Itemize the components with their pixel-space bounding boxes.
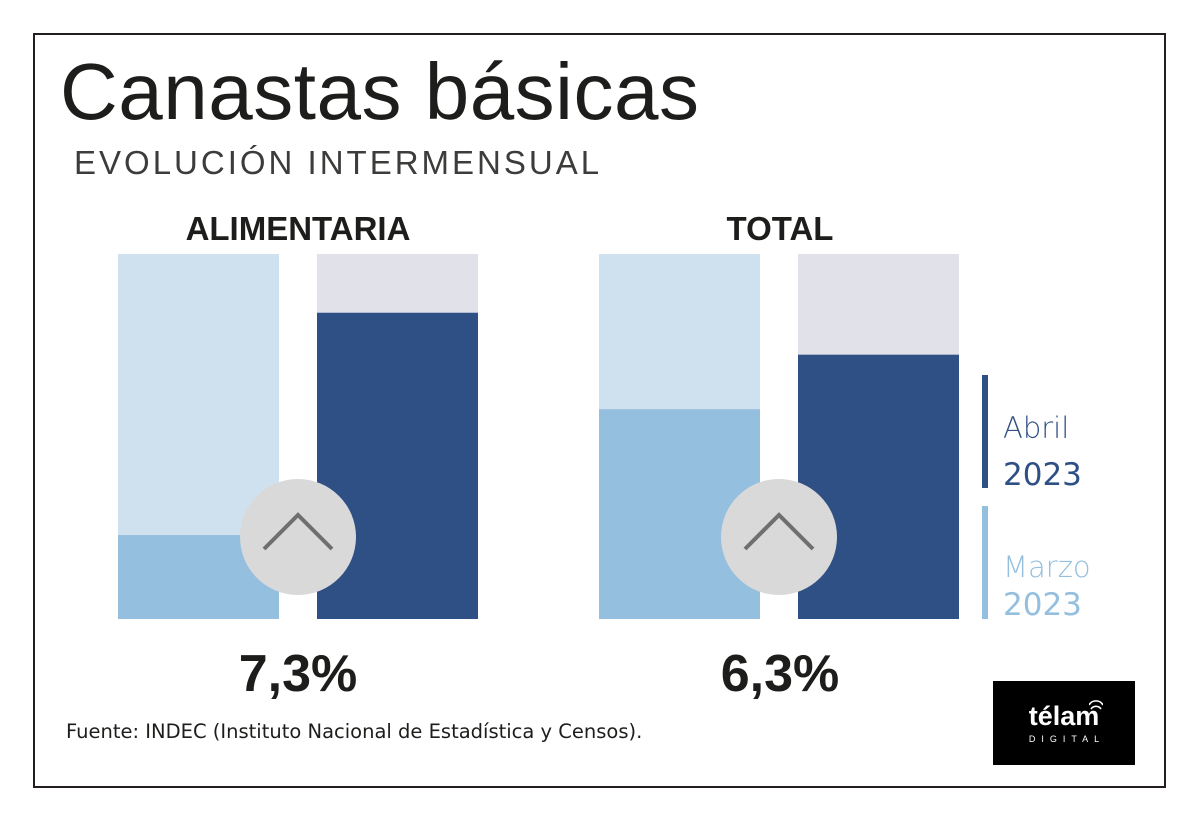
signal-waves-icon [1089, 700, 1103, 710]
group-label-total: TOTAL [726, 210, 834, 247]
chart-subtitle: EVOLUCIÓN INTERMENSUAL [74, 144, 603, 181]
up-indicator-circle [721, 479, 837, 595]
logo-subtitle: DIGITAL [1028, 734, 1106, 744]
source-note: Fuente: INDEC (Instituto Nacional de Est… [66, 720, 643, 743]
group-label-alimentaria: ALIMENTARIA [185, 210, 411, 247]
chart-frame [33, 33, 1166, 788]
up-indicator-circle [240, 479, 356, 595]
legend-abril-label: Abril [1003, 411, 1070, 445]
legend-marzo-year: 2023 [1003, 587, 1082, 623]
legend-abril-year: 2023 [1003, 457, 1082, 493]
legend-marzo-swatch [982, 506, 988, 619]
chart-title: Canastas básicas [60, 47, 700, 136]
value-label-total: 6,3% [720, 645, 840, 703]
legend-abril-swatch [982, 375, 988, 488]
legend-marzo-label: Marzo [1003, 550, 1091, 584]
chevron-up-icon [262, 512, 334, 551]
chevron-up-icon [743, 512, 815, 551]
value-label-alimentaria: 7,3% [238, 645, 358, 703]
bar-total-abril-2023 [798, 354, 959, 619]
telam-logo: télam DIGITAL [993, 681, 1135, 765]
logo-wordmark: télam [1028, 701, 1100, 731]
